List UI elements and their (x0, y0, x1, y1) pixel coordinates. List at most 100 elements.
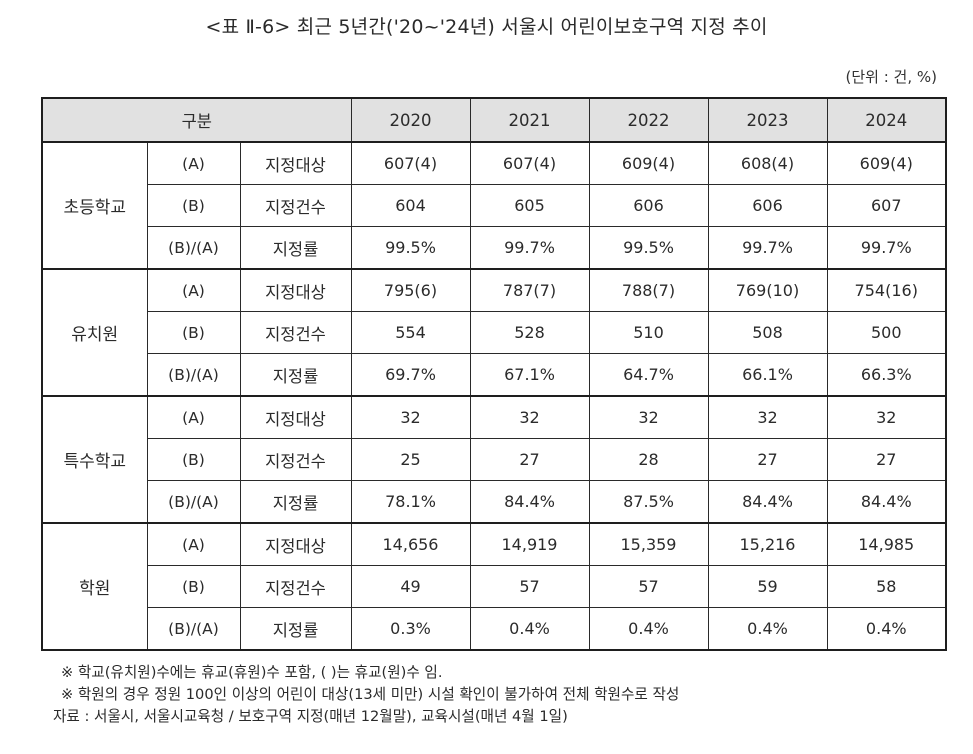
cell-value: 99.5% (588, 226, 709, 270)
group-label-elementary: 초등학교 (41, 141, 148, 270)
cell-value: 15,359 (588, 522, 709, 566)
row-metric: 지정률 (239, 480, 352, 524)
row-metric: 지정대상 (239, 268, 352, 312)
cell-value: 554 (350, 311, 471, 354)
cell-value: 87.5% (588, 480, 709, 524)
row-code: (A) (146, 268, 241, 312)
table-row: (B) 지정건수 25 27 28 27 27 (42, 438, 947, 481)
cell-value: 510 (588, 311, 709, 354)
cell-value: 78.1% (350, 480, 471, 524)
cell-value: 787(7) (469, 268, 590, 312)
cell-value: 27 (707, 438, 828, 481)
group-label-academy: 학원 (41, 522, 148, 651)
cell-value: 0.3% (350, 607, 471, 651)
cell-value: 606 (588, 184, 709, 227)
cell-value: 32 (588, 395, 709, 439)
cell-value: 754(16) (826, 268, 947, 312)
cell-value: 604 (350, 184, 471, 227)
cell-value: 607(4) (469, 141, 590, 185)
row-metric: 지정대상 (239, 395, 352, 439)
cell-value: 769(10) (707, 268, 828, 312)
header-year: 2020 (350, 97, 471, 143)
cell-value: 32 (826, 395, 947, 439)
table-row: 유치원 (A) 지정대상 795(6) 787(7) 788(7) 769(10… (41, 268, 947, 397)
row-code: (A) (146, 522, 241, 566)
row-metric: 지정건수 (239, 438, 352, 481)
cell-value: 66.1% (707, 353, 828, 397)
cell-value: 57 (588, 565, 709, 608)
cell-value: 25 (350, 438, 471, 481)
cell-value: 84.4% (826, 480, 947, 524)
cell-value: 605 (469, 184, 590, 227)
header-year: 2023 (707, 97, 828, 143)
cell-value: 66.3% (826, 353, 947, 397)
row-code: (B)/(A) (146, 480, 241, 524)
cell-value: 609(4) (588, 141, 709, 185)
cell-value: 32 (350, 395, 471, 439)
table-row: 특수학교 (A) 지정대상 32 32 32 32 32 (41, 395, 947, 524)
cell-value: 607(4) (350, 141, 471, 185)
row-code: (B) (146, 311, 241, 354)
row-code: (B)/(A) (146, 353, 241, 397)
row-metric: 지정률 (239, 607, 352, 651)
table-row: (B) 지정건수 554 528 510 508 500 (42, 311, 947, 354)
cell-value: 57 (469, 565, 590, 608)
cell-value: 0.4% (826, 607, 947, 651)
row-metric: 지정건수 (239, 565, 352, 608)
table-title: <표 Ⅱ-6> 최근 5년간('20~'24년) 서울시 어린이보호구역 지정 … (205, 16, 768, 38)
cell-value: 609(4) (826, 141, 947, 185)
table-row: 초등학교 (A) 지정대상 607(4) 607(4) 609(4) 608(4… (41, 141, 947, 270)
cell-value: 0.4% (707, 607, 828, 651)
cell-value: 795(6) (350, 268, 471, 312)
row-metric: 지정건수 (239, 311, 352, 354)
cell-value: 99.7% (469, 226, 590, 270)
cell-value: 14,919 (469, 522, 590, 566)
cell-value: 0.4% (469, 607, 590, 651)
cell-value: 58 (826, 565, 947, 608)
row-metric: 지정건수 (239, 184, 352, 227)
cell-value: 99.7% (707, 226, 828, 270)
cell-value: 69.7% (350, 353, 471, 397)
cell-value: 528 (469, 311, 590, 354)
row-metric: 지정대상 (239, 141, 352, 185)
cell-value: 67.1% (469, 353, 590, 397)
cell-value: 27 (826, 438, 947, 481)
cell-value: 14,656 (350, 522, 471, 566)
row-metric: 지정률 (239, 353, 352, 397)
source-note: 자료 : 서울시, 서울시교육청 / 보호구역 지정(매년 12월말), 교육시… (53, 708, 568, 725)
cell-value: 84.4% (469, 480, 590, 524)
cell-value: 14,985 (826, 522, 947, 566)
designation-trend-table: 구분 2020 2021 2022 2023 2024 초등학교 (A) 지정대… (41, 97, 947, 651)
cell-value: 64.7% (588, 353, 709, 397)
header-year: 2021 (469, 97, 590, 143)
cell-value: 788(7) (588, 268, 709, 312)
cell-value: 84.4% (707, 480, 828, 524)
footnote-closed-schools: ※ 학교(유치원)수에는 휴교(휴원)수 포함, ( )는 휴교(원)수 임. (61, 664, 443, 681)
cell-value: 0.4% (588, 607, 709, 651)
header-category: 구분 (41, 97, 352, 143)
footnotes: ※ 학교(유치원)수에는 휴교(휴원)수 포함, ( )는 휴교(원)수 임. … (53, 662, 679, 728)
header-year: 2024 (826, 97, 947, 143)
table-row: (B) 지정건수 49 57 57 59 58 (42, 565, 947, 608)
table-row: (B)/(A) 지정률 78.1% 84.4% 87.5% 84.4% 84.4… (42, 480, 947, 524)
cell-value: 99.5% (350, 226, 471, 270)
group-label-special-school: 특수학교 (41, 395, 148, 524)
row-metric: 지정대상 (239, 522, 352, 566)
cell-value: 500 (826, 311, 947, 354)
cell-value: 27 (469, 438, 590, 481)
cell-value: 508 (707, 311, 828, 354)
row-code: (B)/(A) (146, 226, 241, 270)
cell-value: 608(4) (707, 141, 828, 185)
header-year: 2022 (588, 97, 709, 143)
cell-value: 606 (707, 184, 828, 227)
row-code: (B)/(A) (146, 607, 241, 651)
header-row: 구분 2020 2021 2022 2023 2024 (41, 97, 947, 143)
table-row: (B) 지정건수 604 605 606 606 607 (42, 184, 947, 227)
cell-value: 607 (826, 184, 947, 227)
table-row: (B)/(A) 지정률 0.3% 0.4% 0.4% 0.4% 0.4% (42, 607, 947, 651)
cell-value: 59 (707, 565, 828, 608)
cell-value: 49 (350, 565, 471, 608)
row-code: (B) (146, 565, 241, 608)
cell-value: 32 (707, 395, 828, 439)
cell-value: 32 (469, 395, 590, 439)
